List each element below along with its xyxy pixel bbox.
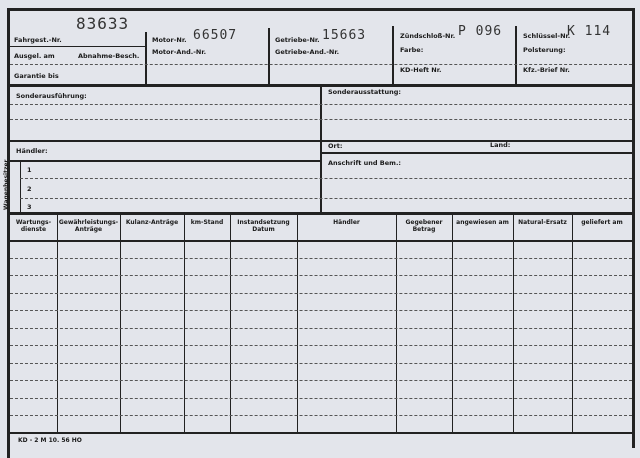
column-header: Gegebener Betrag [405,219,443,233]
rule [10,160,320,162]
table-row [10,292,632,294]
column-header: Natural-Ersatz [518,219,567,226]
table-row [10,397,632,399]
land-label: Land: [490,141,511,149]
header-rule [10,240,632,242]
kfz-brief-label: Kfz.-Brief Nr. [523,66,570,74]
divider [320,86,322,213]
table-row [10,362,632,364]
getriebe-label: Getriebe-Nr. [275,36,320,44]
table-row [10,415,632,416]
wagenbesitzer-label: Wagenbesitzer [3,159,10,210]
table-row [10,257,632,259]
haendler-label: Händler: [16,147,48,155]
motor-aend-label: Motor-And.-Nr. [152,48,207,56]
rule [10,64,632,65]
motor-value: 66507 [193,28,238,43]
column-header: geliefert am [581,219,623,226]
form-code: KD - 2 M 10. 56 HO [18,437,82,444]
schluessel-value: K 114 [567,24,612,39]
rule [20,198,632,199]
column-divider [57,214,58,432]
rule [10,84,632,87]
abnahme-label: Abnahme-Besch. [78,52,140,60]
owner-number: 2 [27,185,32,193]
rule [10,432,632,434]
getriebe-value: 15663 [322,28,367,43]
table-row [10,275,632,276]
column-header: angewiesen am [456,219,509,226]
rule [10,212,632,215]
rule [10,46,145,47]
owner-number: 3 [27,203,32,211]
left-border [7,8,10,458]
column-divider [396,214,397,432]
farbe-label: Farbe: [400,46,424,54]
owner-number: 1 [27,166,32,174]
column-divider [184,214,185,432]
right-border [632,8,635,448]
kd-heft-label: KD-Heft Nr. [400,66,442,74]
rule [10,140,632,142]
anschrift-label: Anschrift und Bem.: [328,159,402,167]
table-row [10,345,632,346]
divider [145,32,147,84]
rule [10,119,632,120]
fahrgest-value: 83633 [76,14,130,33]
divider [392,26,394,84]
rule [320,152,632,154]
rule [20,178,632,179]
ausgel-label: Ausgel. am [14,52,55,60]
column-header: Gewährleistungs-Anträge [58,219,119,233]
column-divider [513,214,514,432]
garantie-label: Garantie bis [14,72,59,80]
sonderausstattung-label: Sonderausstattung: [328,88,402,96]
column-header: km-Stand [190,219,224,226]
getriebe-aend-label: Getriebe-And.-Nr. [275,48,340,56]
rule [10,104,632,105]
column-divider [120,214,121,432]
column-header: Kulanz-Anträge [125,219,179,226]
divider [268,28,270,84]
table-row [10,327,632,329]
table-row [10,380,632,381]
column-header: Instandsetzung Datum [237,219,290,233]
ort-label: Ort: [328,142,343,150]
motor-label: Motor-Nr. [152,36,187,44]
zuendschloss-label: Zündschloß-Nr. [400,32,456,40]
column-divider [452,214,453,432]
column-divider [230,214,231,432]
divider [515,26,517,84]
table-row [10,310,632,311]
zuendschloss-value: P 096 [458,24,503,39]
divider [20,160,21,213]
top-border [8,8,634,11]
column-header: Händler [333,219,360,226]
column-divider [572,214,573,432]
sonderausfuehrung-label: Sonderausführung: [16,92,87,100]
fahrgest-label: Fahrgest.-Nr. [14,36,62,44]
polsterung-label: Polsterung: [523,46,566,54]
schluessel-label: Schlüssel-Nr. [523,32,571,40]
column-divider [297,214,298,432]
column-header: Wartungs-dienste [15,219,52,233]
